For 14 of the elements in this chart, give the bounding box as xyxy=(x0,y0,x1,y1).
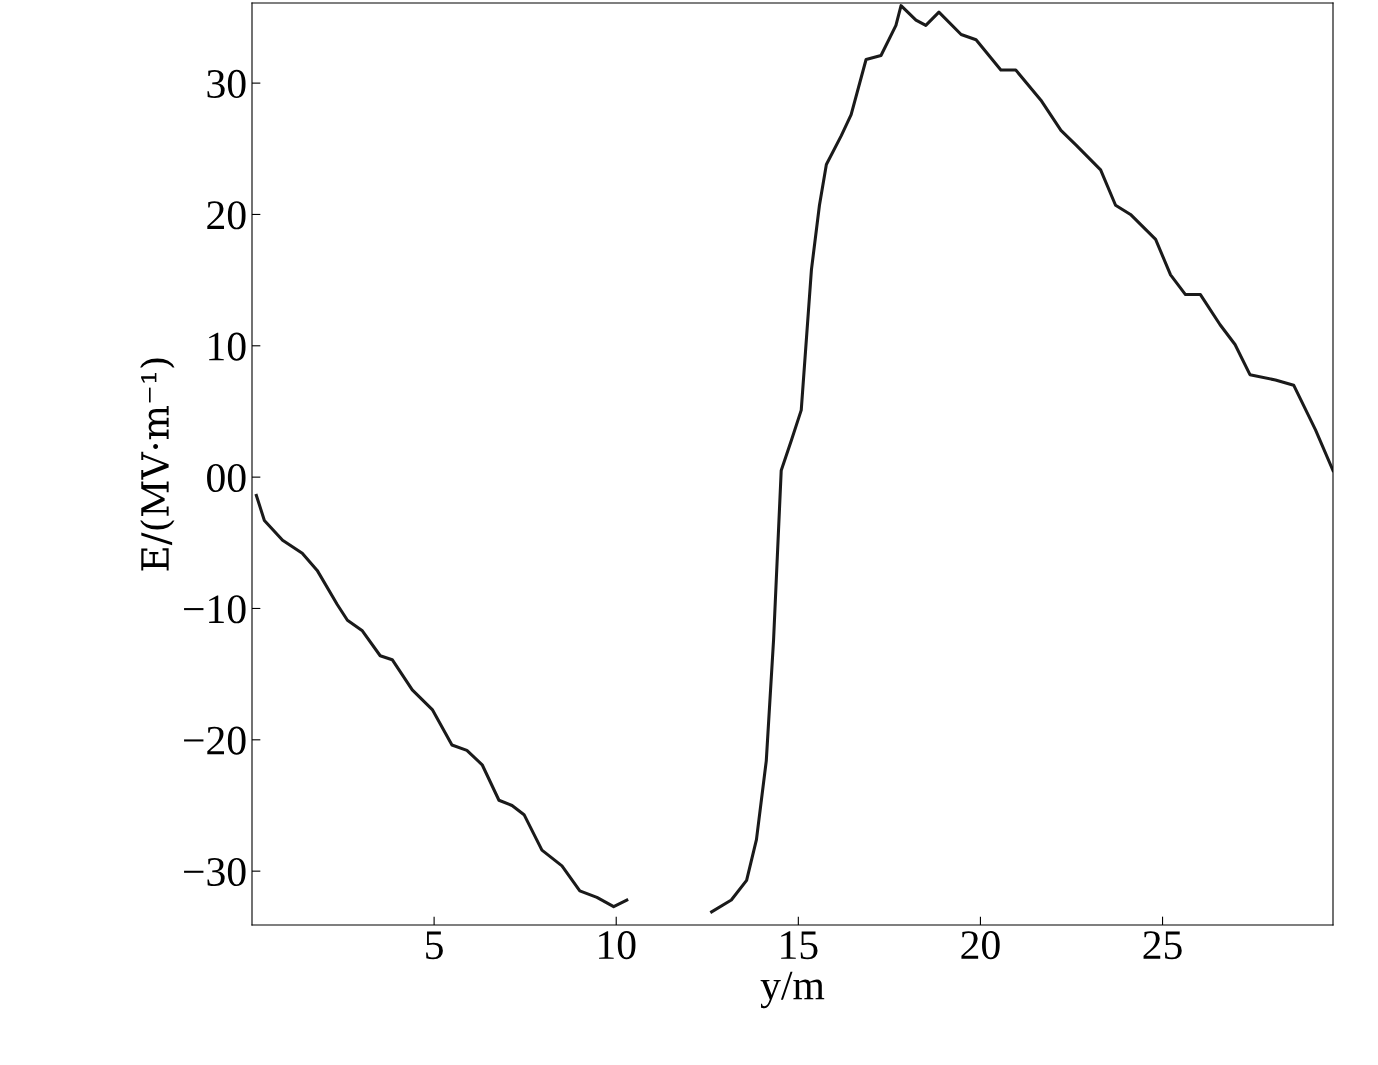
y-tick-label: 00 xyxy=(207,463,246,492)
y-tick-label: 30 xyxy=(207,69,246,98)
x-axis-title: y/m xyxy=(760,971,825,1009)
x-tick-label: 15 xyxy=(781,931,818,960)
y-tick-label: −10 xyxy=(184,595,246,624)
x-tick-label: 10 xyxy=(599,931,636,960)
y-axis-title: E/(MV·m⁻¹) xyxy=(140,358,175,571)
x-tick-label: 20 xyxy=(961,931,1000,960)
y-tick-label: 10 xyxy=(209,332,246,361)
x-tick-label: 5 xyxy=(426,931,443,960)
y-tick-label: −20 xyxy=(184,726,246,755)
y-tick-label: 20 xyxy=(207,201,246,230)
y-tick-label: −30 xyxy=(184,857,246,887)
x-tick-label: 25 xyxy=(1143,931,1182,960)
